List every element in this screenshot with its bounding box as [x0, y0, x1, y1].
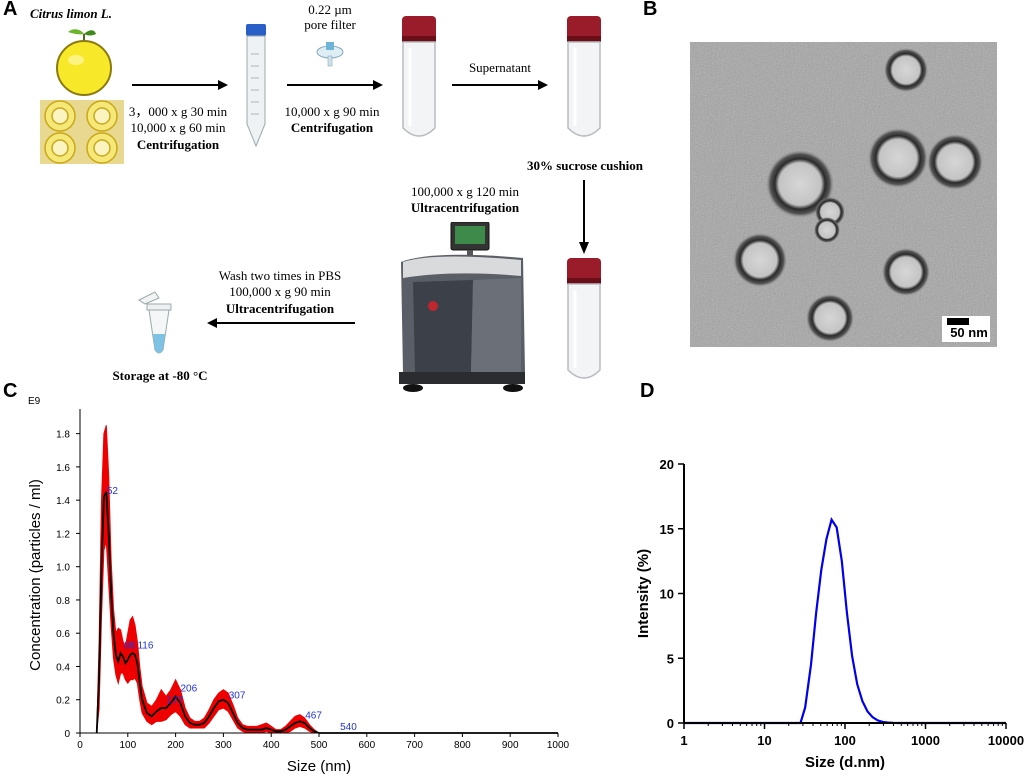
nta-x-tick-label: 1000 — [547, 740, 570, 751]
nta-x-axis-title: Size (nm) — [287, 758, 351, 775]
nta-error-band — [96, 425, 558, 734]
nta-peak-label: 307 — [229, 690, 246, 701]
sucrose-label: 30% sucrose cushion — [526, 158, 644, 173]
nta-peak-label: 540 — [340, 722, 357, 733]
nta-y-tick-label: 0.8 — [56, 596, 70, 607]
nta-y-tick-label: 1.0 — [56, 563, 70, 574]
nta-y-tick-label: 1.6 — [56, 463, 70, 474]
nta-y-tick-label: 0.6 — [56, 629, 70, 640]
nta-x-tick-label: 0 — [77, 740, 83, 751]
ultracentrifuge-tube-3-icon — [567, 258, 601, 379]
nta-y-tick-label: 0.2 — [56, 696, 70, 707]
lemon-slices-image — [40, 100, 124, 164]
nta-exponent-label: E9 — [28, 396, 41, 407]
scale-bar-label: 50 nm — [950, 325, 988, 340]
nta-mean-line — [95, 491, 558, 734]
nta-x-tick-label: 400 — [263, 740, 280, 751]
ultra-method: Ultracentrifugation — [410, 200, 520, 215]
nta-y-tick-label: 1.4 — [56, 496, 70, 507]
panel-label-a: A — [3, 0, 18, 20]
panel-label-b: B — [643, 0, 658, 20]
syringe-filter-icon — [316, 42, 344, 67]
panel-label-d: D — [640, 380, 655, 402]
nta-x-tick-label: 900 — [502, 740, 519, 751]
dls-x-tick-label: 1 — [680, 733, 687, 748]
dls-y-tick-label: 0 — [667, 716, 674, 731]
nta-x-tick-label: 300 — [215, 740, 232, 751]
filter-line1: 0.22 µm — [308, 2, 352, 17]
ultra-line1: 100,000 x g 120 min — [411, 184, 519, 199]
dls-y-tick-label: 15 — [660, 522, 674, 537]
arrow-3-icon — [452, 80, 548, 90]
nta-peak-label: 116 — [137, 641, 153, 652]
nta-y-tick-label: 1.2 — [56, 529, 70, 540]
dls-x-tick-label: 10 — [757, 733, 771, 748]
step1-method: Centrifugation — [136, 137, 220, 152]
species-label: Citrus limon L. — [30, 6, 112, 21]
nta-x-tick-label: 500 — [311, 740, 328, 751]
nta-chart: 0 100 200 300 400 500 600 700 800 900 1000 0 0.2 0.4 0… — [27, 396, 570, 775]
nta-peak-label: 467 — [305, 710, 322, 721]
nta-x-tick-label: 200 — [167, 740, 184, 751]
dls-x-tick-label: 10000 — [988, 733, 1024, 748]
wash-method: Ultracentrifugation — [225, 301, 335, 316]
filter-line2: pore filter — [304, 17, 356, 32]
dls-y-tick-label: 20 — [660, 457, 674, 472]
wash-line2: 100,000 x g 90 min — [229, 284, 331, 299]
ultracentrifuge-tube-1-icon — [402, 16, 436, 137]
nta-peak-label: 206 — [180, 684, 197, 695]
supernatant-label: Supernatant — [468, 60, 532, 75]
dls-x-axis-title: Size (d.nm) — [805, 754, 885, 771]
dls-y-axis-title: Intensity (%) — [635, 549, 652, 638]
step1-line1: 3，000 x g 30 min — [128, 104, 228, 119]
nta-x-tick-label: 100 — [119, 740, 136, 751]
arrow-2-icon — [287, 80, 383, 90]
step2-method: Centrifugation — [290, 120, 374, 135]
nta-x-tick-label: 600 — [358, 740, 375, 751]
tem-micrograph-image — [690, 42, 997, 347]
nta-x-tick-label: 800 — [454, 740, 471, 751]
nta-peak-label: 177 — [167, 695, 184, 706]
dls-x-tick-label: 1000 — [911, 733, 940, 748]
nta-y-tick-label: 0 — [64, 729, 70, 740]
ultracentrifuge-machine-image — [399, 222, 525, 392]
ultracentrifuge-tube-2-icon — [567, 16, 601, 137]
nta-y-tick-label: 0.4 — [56, 662, 70, 673]
eppendorf-tube-icon — [138, 291, 172, 354]
arrow-left-icon — [207, 318, 355, 328]
lemon-icon — [56, 29, 112, 96]
step2-line1: 10,000 x g 90 min — [284, 104, 380, 119]
nta-peak-label: 88 — [124, 641, 136, 652]
dls-y-tick-label: 10 — [660, 587, 674, 602]
dls-y-tick-label: 5 — [667, 651, 674, 666]
falcon-tube-icon — [246, 24, 266, 148]
step1-line2: 10,000 x g 60 min — [130, 120, 226, 135]
storage-label: Storage at -80 °C — [112, 368, 208, 383]
nta-peak-label: 52 — [107, 486, 119, 497]
nta-x-tick-label: 700 — [406, 740, 423, 751]
dls-chart: 1 10 100 1000 10000 0 5 10 15 20 Size (d.nm) Intens… — [635, 457, 1024, 771]
nta-y-axis-title: Concentration (particles / ml) — [27, 479, 44, 671]
wash-line1: Wash two times in PBS — [218, 268, 342, 283]
dls-intensity-line — [684, 517, 1006, 725]
nta-y-tick-label: 1.8 — [56, 430, 70, 441]
arrow-down-icon — [579, 180, 589, 254]
dls-x-tick-label: 100 — [834, 733, 856, 748]
panel-label-c: C — [3, 380, 18, 402]
arrow-1-icon — [132, 80, 228, 90]
